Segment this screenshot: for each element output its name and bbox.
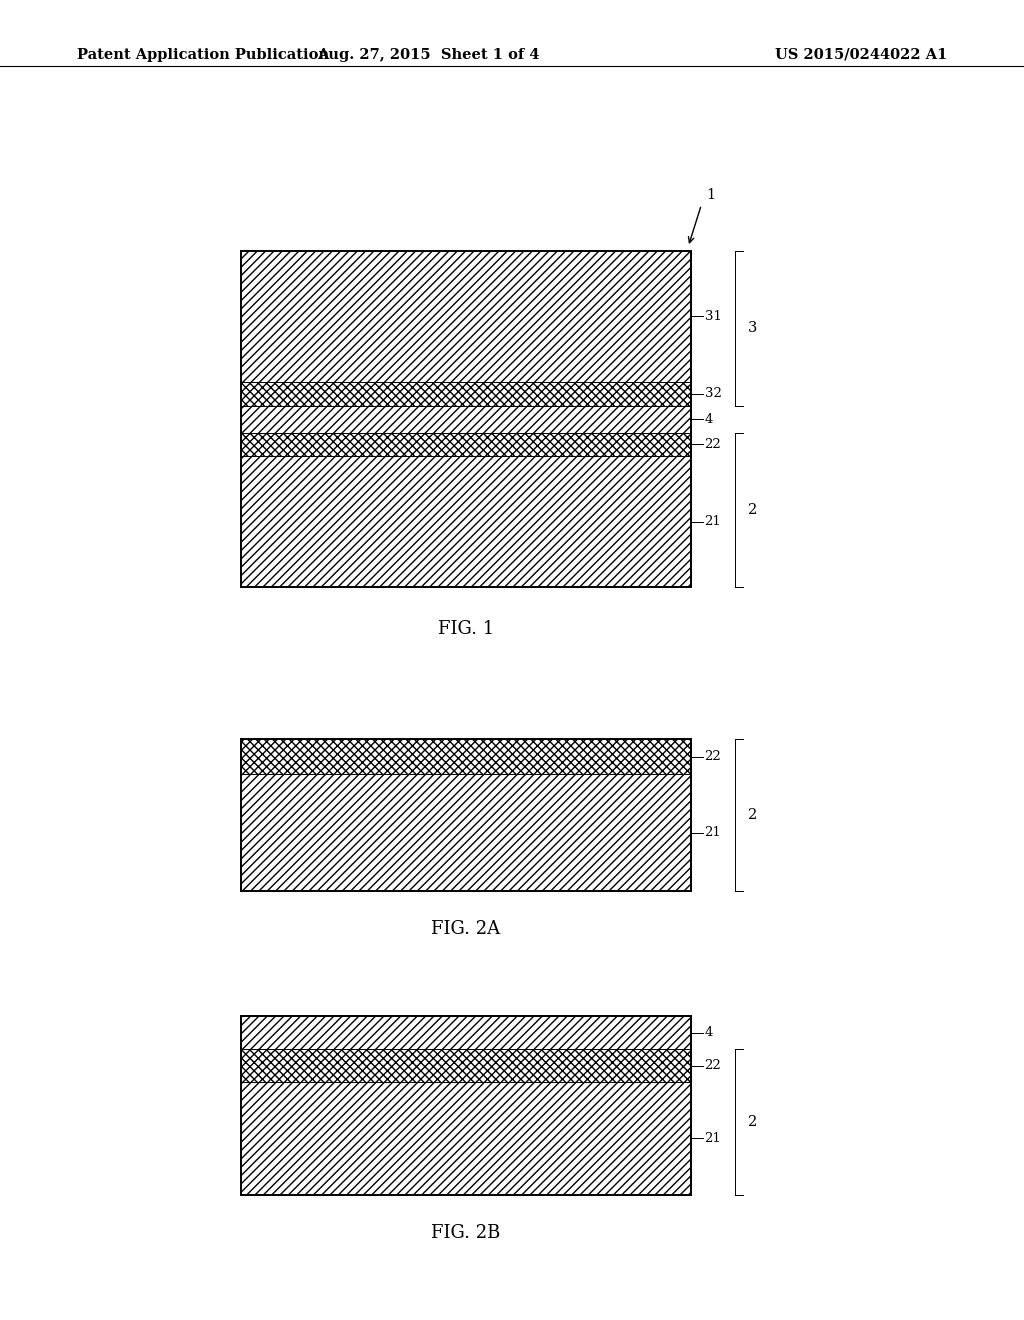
Bar [241, 1049, 691, 1082]
Bar [241, 739, 691, 774]
Bar [241, 405, 691, 433]
Bar [241, 251, 691, 587]
Text: 32: 32 [705, 387, 721, 400]
Text: 2: 2 [748, 1115, 757, 1129]
Text: 21: 21 [705, 1133, 721, 1144]
Text: 22: 22 [705, 1060, 721, 1072]
Bar [241, 433, 691, 457]
Text: US 2015/0244022 A1: US 2015/0244022 A1 [775, 48, 947, 62]
Text: 22: 22 [705, 438, 721, 451]
Text: 4: 4 [705, 1027, 713, 1039]
Text: 22: 22 [705, 750, 721, 763]
Bar [241, 1082, 691, 1195]
Text: Aug. 27, 2015  Sheet 1 of 4: Aug. 27, 2015 Sheet 1 of 4 [316, 48, 540, 62]
Text: 31: 31 [705, 310, 721, 323]
Text: 21: 21 [705, 826, 721, 840]
Text: FIG. 2A: FIG. 2A [431, 920, 501, 939]
Text: 3: 3 [748, 321, 757, 335]
Text: 2: 2 [748, 503, 757, 517]
Text: 21: 21 [705, 515, 721, 528]
Text: 1: 1 [707, 187, 716, 202]
Text: Patent Application Publication: Patent Application Publication [77, 48, 329, 62]
Text: 4: 4 [705, 413, 713, 425]
Bar [241, 251, 691, 381]
Text: 2: 2 [748, 808, 757, 822]
Bar [241, 1016, 691, 1049]
Bar [241, 381, 691, 405]
Text: FIG. 2B: FIG. 2B [431, 1224, 501, 1242]
Bar [241, 457, 691, 587]
Bar [241, 1016, 691, 1195]
Bar [241, 739, 691, 891]
Bar [241, 774, 691, 891]
Text: FIG. 1: FIG. 1 [438, 620, 494, 639]
